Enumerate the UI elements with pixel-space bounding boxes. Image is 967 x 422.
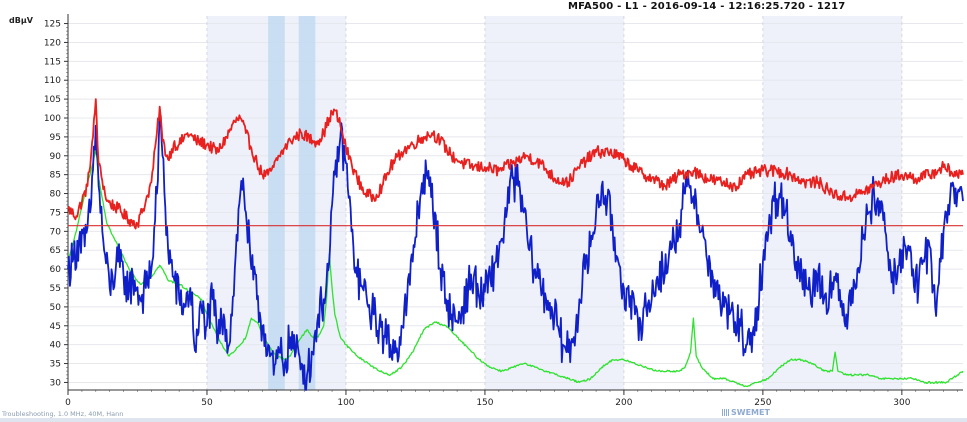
marker-band-0[interactable] <box>268 16 285 390</box>
y-tick-label: 80 <box>50 190 62 200</box>
y-axis-unit-label: dBµV <box>9 16 33 25</box>
y-tick-label: 40 <box>50 341 62 351</box>
y-tick-label: 35 <box>50 360 61 370</box>
y-tick-label: 110 <box>44 76 61 86</box>
x-tick-label: 50 <box>201 398 213 408</box>
y-tick-label: 55 <box>50 284 61 294</box>
window-bottom-strip <box>0 418 967 422</box>
x-tick-label: 0 <box>65 398 71 408</box>
x-tick-label: 250 <box>754 398 771 408</box>
logo-text: SWEMET <box>731 408 770 417</box>
marker-bands[interactable] <box>268 16 316 390</box>
series-line-red <box>67 98 964 230</box>
y-tick-label: 100 <box>44 114 61 124</box>
logo-grid-icon <box>722 409 729 416</box>
y-tick-label: 65 <box>50 246 61 256</box>
y-tick-label: 120 <box>44 38 61 48</box>
y-tick-label: 30 <box>50 378 62 388</box>
y-tick-label: 90 <box>50 152 62 162</box>
y-tick-label: 75 <box>50 208 61 218</box>
x-tick-label: 100 <box>337 398 354 408</box>
y-tick-label: 45 <box>50 322 61 332</box>
y-tick-label: 105 <box>44 95 61 105</box>
chart-axes: 30 35 40 45 50 55 60 65 70 75 80 85 90 95 100 105 110 115… <box>44 14 963 408</box>
y-tick-label: 115 <box>44 57 61 67</box>
y-tick-label: 50 <box>50 303 62 313</box>
swemet-logo: SWEMET <box>722 408 770 417</box>
y-tick-label: 60 <box>50 265 62 275</box>
y-tick-label: 125 <box>44 20 61 30</box>
marker-band-1[interactable] <box>298 16 316 390</box>
y-tick-label: 95 <box>50 133 61 143</box>
chart-title: MFA500 - L1 - 2016-09-14 - 12:16:25.720 … <box>568 1 846 12</box>
status-text: Troubleshooting, 1.0 MHz, 40M, Hann <box>2 410 124 418</box>
x-tick-label: 150 <box>476 398 493 408</box>
x-tick-label: 300 <box>893 398 910 408</box>
y-tick-label: 85 <box>50 171 61 181</box>
y-tick-label: 70 <box>50 227 62 237</box>
x-tick-label: 200 <box>615 398 632 408</box>
chart-series <box>67 98 964 391</box>
